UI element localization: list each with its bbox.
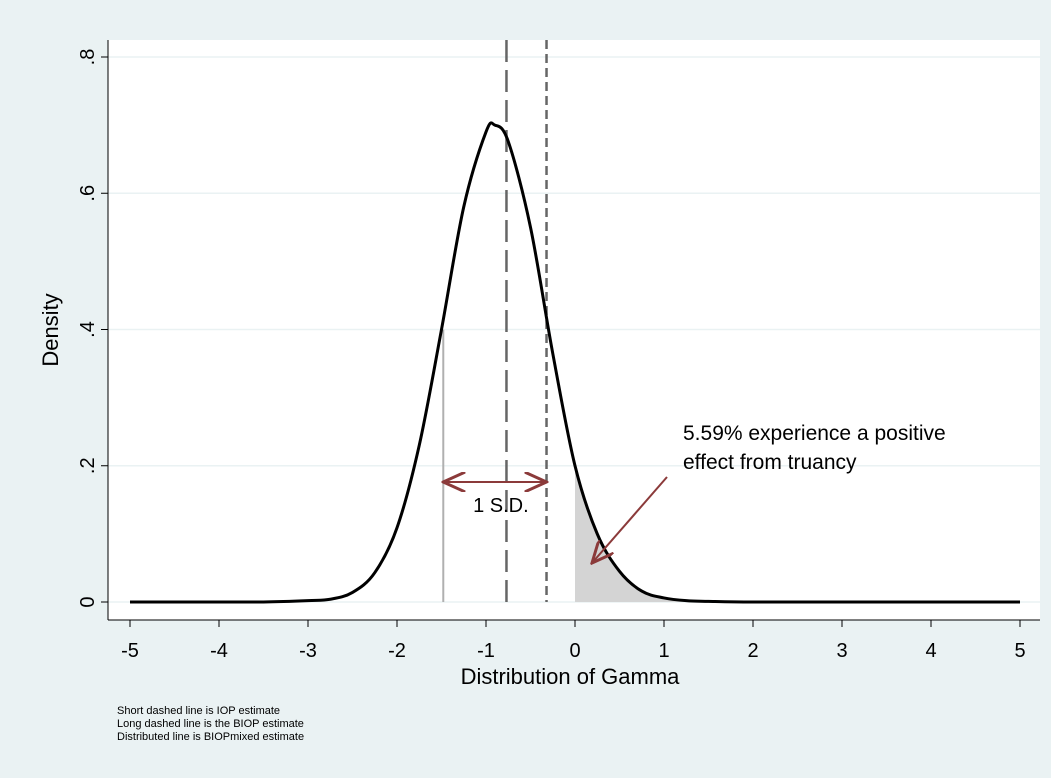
x-tick-label: 4 (925, 640, 936, 662)
x-tick-label: -5 (121, 640, 139, 662)
x-tick-label: 0 (569, 640, 580, 662)
note: Short dashed line is IOP estimate (117, 705, 280, 717)
x-tick-label: 1 (658, 640, 669, 662)
x-tick-label: 2 (747, 640, 758, 662)
y-tick-label: .2 (77, 457, 99, 474)
y-tick-label: 0 (77, 596, 99, 607)
x-tick-label: -4 (210, 640, 228, 662)
annotation-text: effect from truancy (683, 451, 857, 474)
y-tick-label: .6 (77, 185, 99, 202)
annotation-text: 5.59% experience a positive (683, 422, 946, 445)
note: Long dashed line is the BIOP estimate (117, 718, 304, 730)
x-tick-label: -3 (299, 640, 317, 662)
x-axis-title: Distribution of Gamma (461, 664, 681, 689)
y-tick-label: .8 (77, 49, 99, 66)
annotation-arrow (592, 476, 668, 563)
x-tick-label: -2 (388, 640, 406, 662)
y-tick-label: .4 (77, 321, 99, 338)
x-tick-label: -1 (477, 640, 495, 662)
shaded-area (575, 465, 1020, 602)
x-tick-label: 3 (836, 640, 847, 662)
y-axis-title: Density (38, 293, 63, 366)
density-line (129, 121, 1020, 604)
sd-label: 1 S.D. (473, 495, 529, 517)
x-tick-label: 5 (1014, 640, 1025, 662)
note: Distributed line is BIOPmixed estimate (117, 731, 304, 743)
